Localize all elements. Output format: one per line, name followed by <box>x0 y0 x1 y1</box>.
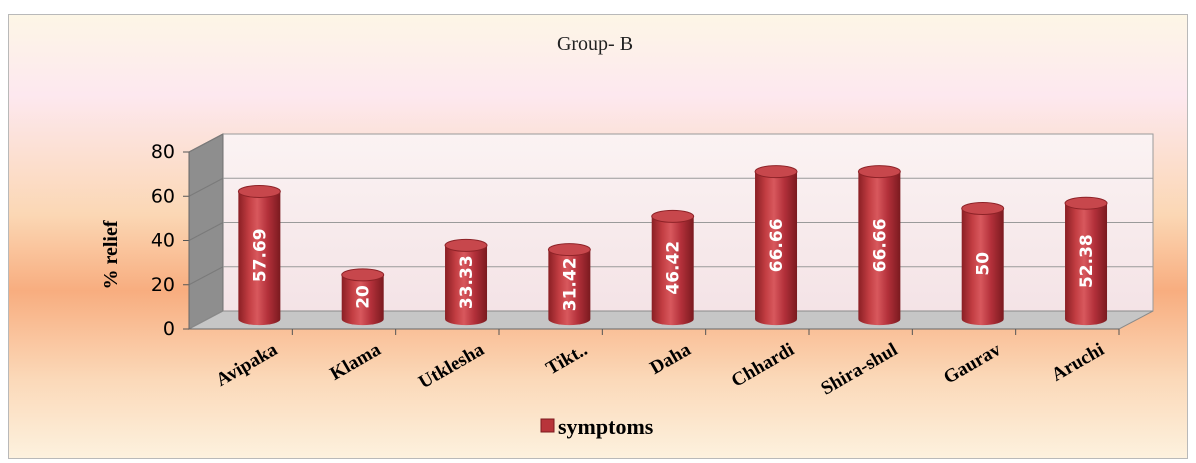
bar <box>858 171 901 326</box>
y-tick-label: 40 <box>151 230 175 252</box>
legend-label: symptoms <box>558 414 654 439</box>
chart-frame: Group- B % relief 0 20 40 60 80 57.69 Avipaka 2… <box>8 14 1188 459</box>
chart-svg: Group- B % relief 02040608057.69Avipaka2… <box>9 15 1187 458</box>
gridline-side <box>188 266 224 286</box>
data-label: 46.42 <box>664 241 684 295</box>
bar <box>341 274 384 326</box>
bar <box>238 191 281 326</box>
legend-swatch <box>540 418 555 433</box>
y-axis-label: % relief <box>100 220 122 289</box>
y-tick-label: 20 <box>151 274 175 296</box>
data-label: 66.66 <box>767 218 787 272</box>
gridline-side <box>188 177 224 197</box>
data-label: 33.33 <box>457 255 477 309</box>
data-label: 57.69 <box>250 228 270 282</box>
bar <box>651 216 694 326</box>
data-label: 50 <box>974 252 994 276</box>
bar-top <box>1064 196 1108 210</box>
bar-top <box>651 209 695 223</box>
y-tick-label: 60 <box>151 185 175 207</box>
bar <box>755 171 798 326</box>
y-tick-label: 0 <box>163 318 175 340</box>
gridline-side <box>188 133 224 153</box>
legend: symptoms <box>540 414 654 439</box>
bar <box>1065 203 1108 326</box>
bar-top <box>547 243 591 257</box>
gridline-side <box>188 222 224 241</box>
data-label: 66.66 <box>870 218 890 272</box>
bar-top <box>237 184 281 198</box>
data-label: 31.42 <box>560 257 580 311</box>
bar-top <box>961 201 1005 215</box>
bar <box>961 208 1004 326</box>
data-label: 20 <box>354 285 374 309</box>
data-label: 52.38 <box>1077 234 1097 288</box>
bar <box>445 245 488 326</box>
bar-top <box>444 238 488 252</box>
bar-top <box>341 268 385 282</box>
bar <box>548 249 591 326</box>
chart-title: Group- B <box>557 33 633 55</box>
bar-top <box>857 165 901 179</box>
y-tick-label: 80 <box>151 141 175 163</box>
bar-top <box>754 165 798 179</box>
